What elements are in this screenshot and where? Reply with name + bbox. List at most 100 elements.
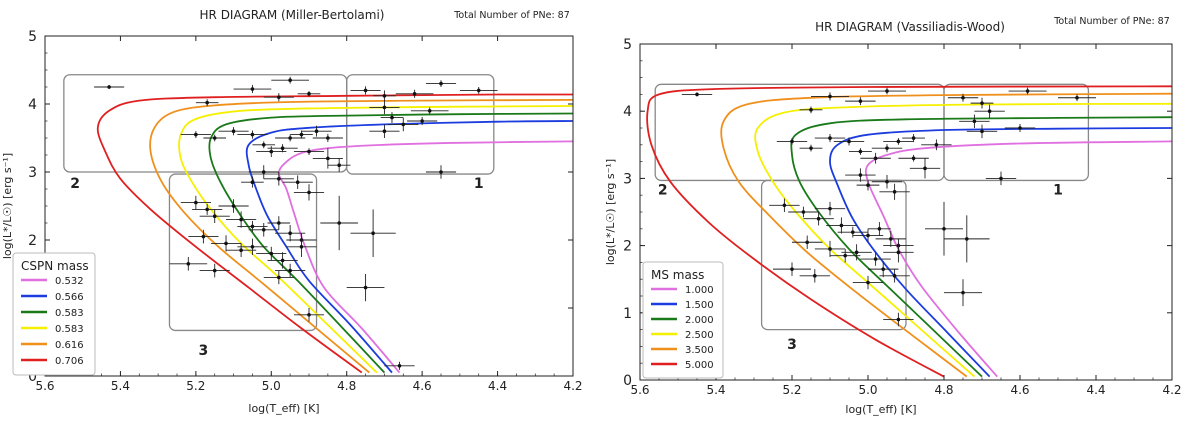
data-point-11 (972, 119, 977, 124)
legend: MS mass 1.000 1.500 2.000 2.500 3.500 5.000 (642, 261, 724, 379)
track-line-3 (754, 102, 1172, 378)
data-point-14 (382, 129, 387, 133)
data-point-56 (212, 268, 217, 273)
data-point-23 (934, 143, 939, 147)
data-point-36 (866, 233, 870, 238)
data-point-58 (337, 221, 341, 225)
region-label-3: 3 (199, 343, 209, 359)
data-point-30 (326, 156, 330, 161)
data-point-8 (412, 92, 417, 96)
data-point-22 (261, 143, 266, 147)
y-axis-label: log(L*/L☉) [erg s⁻¹] (1, 153, 14, 259)
y-tick-label-2: 2 (28, 233, 37, 249)
data-point-0 (695, 92, 699, 97)
x-tick-label-6: 4.4 (1086, 383, 1105, 397)
data-point-5 (307, 92, 311, 96)
data-point-3 (277, 95, 281, 99)
chart-title: HR DIAGRAM (Miller-Bertolami) (200, 8, 385, 22)
y-tick-label-5: 5 (623, 37, 632, 53)
data-point-5 (961, 95, 965, 100)
track-line-1 (829, 127, 1172, 378)
data-point-48 (790, 267, 794, 271)
x-tick-label-7: 4.2 (563, 379, 582, 393)
data-point-17 (439, 170, 443, 174)
x-tick-label-3: 5.0 (858, 383, 877, 397)
data-point-23 (269, 149, 274, 154)
data-point-38 (889, 237, 893, 241)
legend-label-3: 0.583 (55, 324, 84, 335)
data-point-0 (107, 85, 111, 89)
data-point-14 (790, 139, 794, 144)
y-tick-label-4: 4 (28, 97, 37, 113)
data-point-47 (866, 280, 870, 285)
data-point-61 (307, 313, 311, 317)
x-tick-label-4: 4.8 (934, 383, 953, 397)
data-point-20 (231, 129, 236, 133)
data-point-11 (382, 105, 387, 110)
data-point-26 (858, 173, 863, 177)
data-point-7 (987, 109, 992, 113)
data-point-49 (239, 248, 243, 252)
x-tick-label-0: 5.6 (35, 379, 54, 393)
data-point-51 (942, 227, 946, 231)
data-point-30 (782, 203, 787, 208)
data-point-29 (892, 190, 897, 194)
legend-label-4: 3.500 (685, 345, 714, 356)
region-label-1: 1 (1053, 182, 1063, 198)
data-point-3 (858, 99, 863, 103)
data-point-36 (307, 190, 311, 195)
track-line-0 (864, 140, 1172, 378)
data-point-9 (1025, 89, 1030, 93)
data-point-15 (420, 119, 424, 123)
data-point-45 (288, 231, 292, 235)
data-point-12 (980, 129, 984, 134)
hr-diagram-vassiliadis-wood: HR DIAGRAM (Vassiliadis-Wood) Total Numbe… (604, 16, 1182, 416)
data-point-60 (363, 285, 368, 290)
y-tick-label-2: 2 (623, 239, 632, 255)
data-point-59 (371, 231, 375, 235)
data-point-24 (911, 156, 916, 161)
data-point-48 (224, 241, 228, 246)
data-point-52 (965, 237, 969, 241)
data-point-27 (866, 183, 870, 187)
y-tick-label-0: 0 (28, 369, 37, 385)
data-point-12 (390, 115, 394, 120)
chart-title: HR DIAGRAM (Vassiliadis-Wood) (815, 20, 1005, 34)
data-point-34 (839, 223, 844, 228)
x-tick-label-1: 5.4 (111, 379, 130, 393)
data-point-21 (250, 132, 255, 137)
legend: CSPN mass 0.532 0.566 0.583 0.583 0.616 0.706 (12, 252, 96, 376)
data-point-21 (896, 139, 901, 144)
y-axis-label: log(L*/L☉) [erg s⁻¹] (604, 159, 617, 265)
track-line-5 (96, 93, 573, 374)
evolutionary-tracks (646, 85, 1172, 378)
data-point-22 (911, 136, 916, 140)
data-point-40 (805, 240, 809, 245)
data-point-10 (476, 88, 481, 93)
y-tick-label-5: 5 (28, 29, 37, 45)
pn-data-points (94, 76, 498, 370)
data-point-18 (858, 149, 863, 154)
data-point-4 (885, 89, 889, 93)
x-tick-label-4: 4.8 (337, 379, 356, 393)
data-point-20 (885, 146, 889, 150)
data-point-31 (801, 210, 806, 214)
region-label-2: 2 (658, 182, 668, 198)
data-point-37 (877, 227, 882, 231)
x-axis-label: log(T_eff) [K] (845, 403, 916, 416)
data-point-6 (363, 88, 368, 93)
x-tick-label-6: 4.4 (488, 379, 507, 393)
total-pne-annotation: Total Number of PNe: 87 (453, 10, 570, 21)
x-tick-label-1: 5.4 (706, 383, 725, 397)
data-point-54 (277, 275, 281, 280)
pn-data-points (681, 87, 1096, 327)
legend-label-3: 2.500 (685, 330, 714, 341)
data-point-45 (881, 267, 885, 271)
data-point-15 (809, 146, 813, 150)
data-point-37 (194, 200, 198, 205)
legend-title: MS mass (651, 268, 704, 282)
data-point-42 (843, 253, 847, 258)
data-point-16 (427, 109, 432, 113)
data-point-55 (186, 262, 191, 266)
